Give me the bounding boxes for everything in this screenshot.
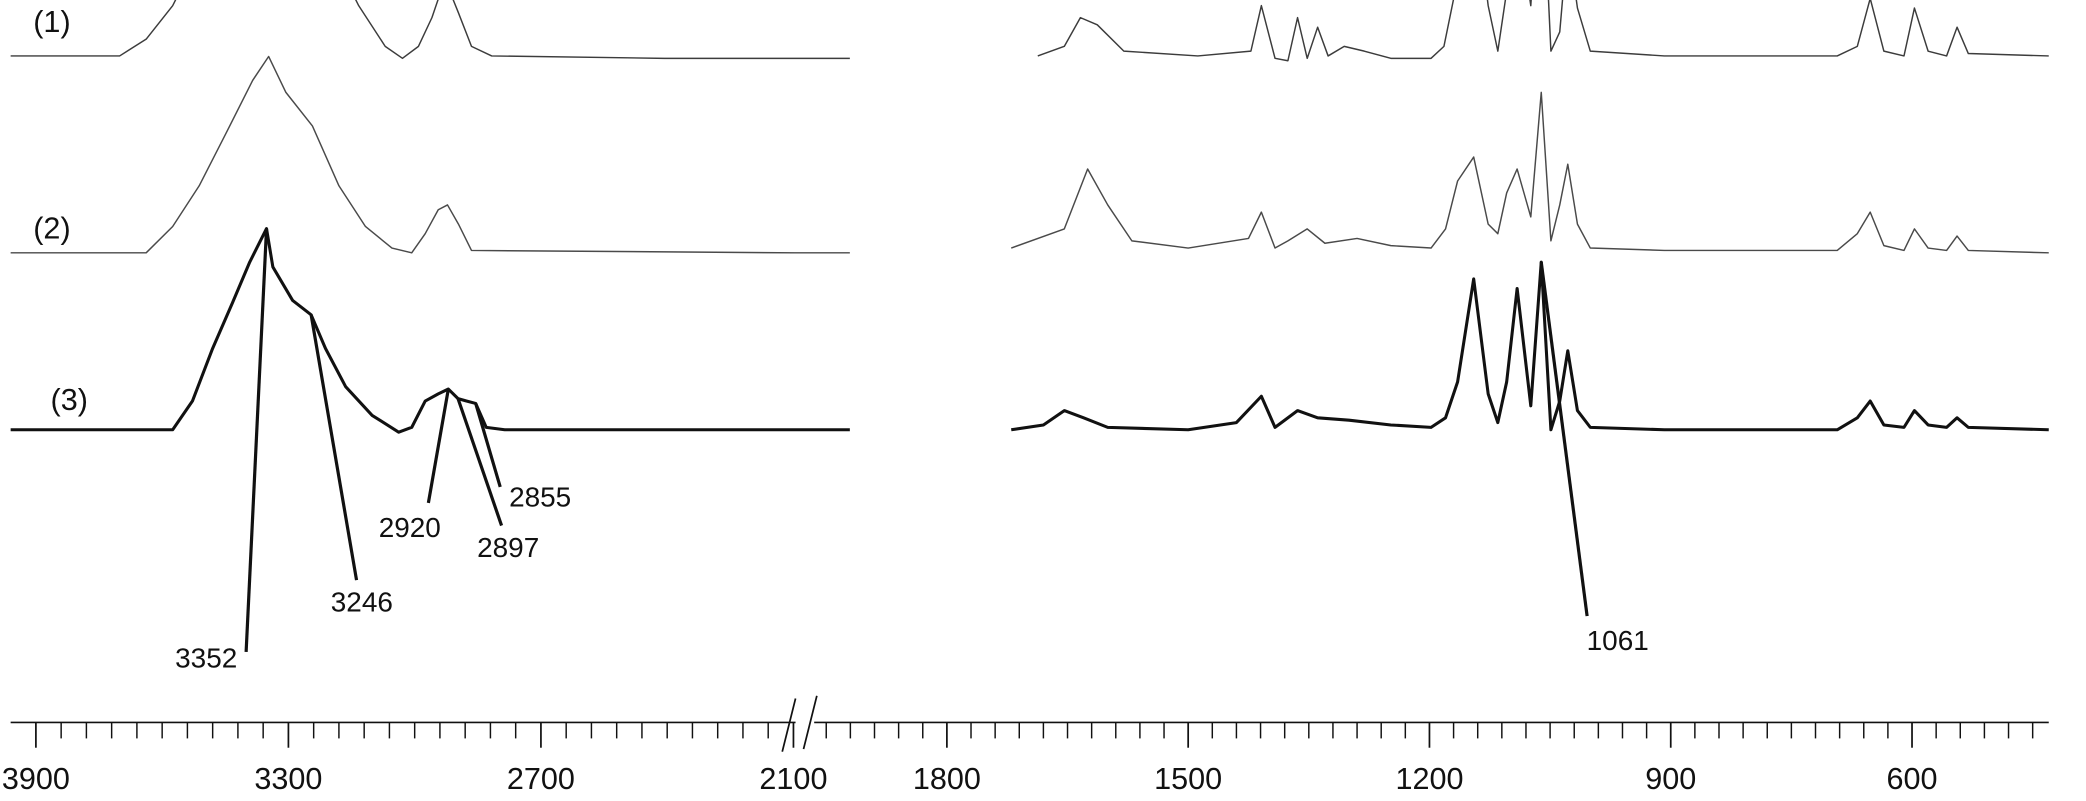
peak-leader [426,388,450,504]
peak-leader [474,402,502,488]
x-tick-label: 3900 [2,762,70,796]
series-label: (3) [51,383,88,417]
x-tick-label: 1800 [913,762,981,796]
x-tick-label: 900 [1645,762,1696,796]
x-tick-label: 2100 [759,762,827,796]
spectrum-line [10,55,2049,254]
peak-label: 2855 [509,481,571,512]
x-tick-label: 2700 [507,762,575,796]
x-tick-label: 3300 [254,762,322,796]
spectrum-line [10,227,2049,434]
peak-leader [456,398,504,527]
peak-label: 2920 [379,512,441,543]
spectrum-line [10,0,2049,62]
series-label: (2) [33,211,70,245]
peak-leader [244,228,269,653]
x-tick-label: 600 [1887,762,1938,796]
peak-label: 3352 [175,642,237,673]
peak-label: 2897 [477,532,539,563]
peak-label: 3246 [331,586,393,617]
peak-leader [309,314,359,581]
peak-label: 1061 [1587,625,1649,656]
x-tick-label: 1500 [1154,762,1222,796]
x-axis: 3900 3300 2700 2100 1800 1500 1200 900 600 [2,695,2049,796]
x-tick-label: 1200 [1395,762,1463,796]
axis-break [802,695,818,750]
peak-leader [1539,261,1589,617]
series-label: (1) [33,5,70,39]
axis-break [781,698,797,752]
